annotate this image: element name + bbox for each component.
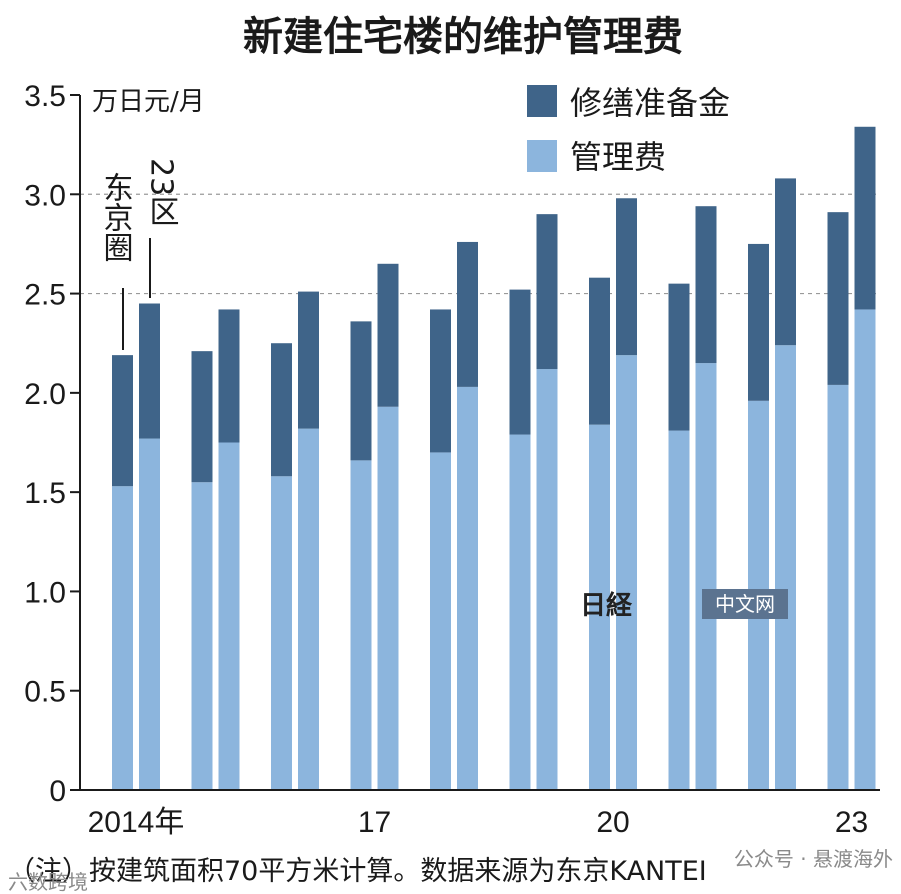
y-tick-label: 3.5	[24, 80, 66, 113]
x-tick-label: 2014年	[88, 806, 185, 839]
footnote: （注）按建筑面积70平方米计算。数据来源为东京KANTEI	[8, 856, 707, 887]
bar-management-fee	[589, 424, 610, 790]
bar-repair-reserve	[139, 303, 160, 439]
y-tick-label: 2.0	[24, 378, 66, 411]
annotation-tokyo-area: 东京圈	[98, 172, 133, 262]
legend: 修缮准备金 管理费	[527, 84, 730, 176]
bar-management-fee	[775, 345, 796, 790]
bar-management-fee	[112, 486, 133, 790]
annotation-23-wards: 23区	[144, 158, 179, 226]
y-tick-label: 3.0	[24, 179, 66, 212]
bar-management-fee	[536, 369, 558, 790]
bar-management-fee	[430, 452, 451, 790]
y-tick-label: 2.5	[24, 279, 66, 312]
bar-repair-reserve	[616, 198, 637, 356]
bar-management-fee	[668, 430, 690, 790]
bar-repair-reserve	[695, 206, 717, 364]
x-tick-label: 17	[358, 806, 391, 839]
y-tick-label: 1.0	[24, 576, 66, 609]
bar-management-fee	[191, 482, 213, 790]
bar-management-fee	[854, 309, 876, 790]
bar-repair-reserve	[457, 241, 478, 387]
chart-title: 新建住宅楼的维护管理费	[243, 14, 683, 60]
bar-repair-reserve	[775, 178, 796, 346]
bar-management-fee	[457, 386, 478, 790]
bar-repair-reserve	[509, 289, 531, 435]
watermark-tag-box	[702, 589, 788, 619]
y-tick-label: 0.5	[24, 676, 66, 709]
bar-management-fee	[271, 476, 292, 790]
bar-repair-reserve	[298, 291, 319, 429]
bar-repair-reserve	[748, 243, 769, 401]
bar-repair-reserve	[668, 283, 690, 431]
bar-repair-reserve	[191, 351, 213, 483]
legend-swatch-repair-reserve	[527, 85, 557, 117]
group-annotations: 东京圈 23区	[98, 158, 179, 350]
y-tick-layer: 0 0.5 1.0 1.5 2.0 2.5 3.0 3.5	[24, 80, 80, 808]
bar-repair-reserve	[430, 309, 451, 453]
bar-management-fee	[509, 434, 531, 790]
bar-repair-reserve	[350, 321, 372, 461]
bar-management-fee	[218, 442, 240, 790]
grid-layer	[80, 193, 880, 295]
watermark: 日経 中文网	[580, 589, 788, 621]
y-tick-label: 1.5	[24, 477, 66, 510]
x-tick-label: 20	[596, 806, 629, 839]
bar-repair-reserve	[589, 277, 610, 425]
bar-management-fee	[695, 363, 717, 790]
bar-repair-reserve	[112, 355, 133, 487]
x-tick-layer: 2014年 17 20 23	[88, 806, 869, 839]
y-tick-label: 0	[49, 775, 66, 808]
bar-management-fee	[298, 428, 319, 790]
legend-label-management-fee: 管理费	[570, 138, 666, 176]
bar-management-fee	[377, 406, 399, 790]
bar-management-fee	[827, 384, 849, 790]
corner-watermark-left: 六数跨境	[8, 870, 88, 894]
bar-repair-reserve	[854, 126, 876, 310]
legend-label-repair-reserve: 修缮准备金	[570, 84, 730, 122]
bar-management-fee	[350, 460, 372, 790]
bar-repair-reserve	[218, 309, 240, 443]
unit-label: 万日元/月	[92, 87, 205, 117]
bars-layer	[112, 126, 876, 790]
bar-management-fee	[616, 355, 637, 790]
bar-management-fee	[139, 438, 160, 790]
watermark-tag: 中文网	[715, 592, 775, 616]
watermark-brand: 日経	[580, 590, 633, 621]
bar-repair-reserve	[536, 214, 558, 370]
bar-repair-reserve	[827, 212, 849, 385]
legend-swatch-management-fee	[527, 140, 557, 172]
x-tick-label: 23	[835, 806, 868, 839]
bar-repair-reserve	[377, 263, 399, 407]
corner-watermark-right: 公众号 · 悬渡海外	[734, 847, 893, 871]
bar-repair-reserve	[271, 343, 292, 477]
